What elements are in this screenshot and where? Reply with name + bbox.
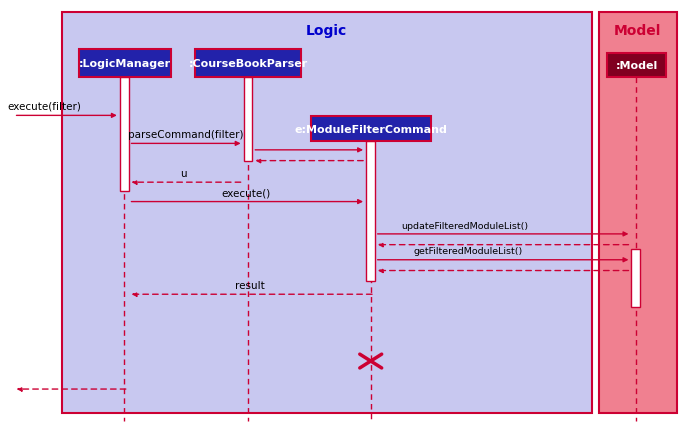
Text: result: result — [235, 280, 265, 290]
Text: :CourseBookParser: :CourseBookParser — [188, 58, 308, 68]
Text: :LogicManager: :LogicManager — [79, 58, 171, 68]
Bar — [598, 13, 677, 413]
Bar — [195, 49, 301, 77]
Text: updateFilteredModuleList(): updateFilteredModuleList() — [402, 221, 529, 230]
Bar — [120, 77, 129, 191]
Text: u: u — [180, 169, 187, 178]
Text: parseCommand(filter): parseCommand(filter) — [129, 130, 244, 140]
Bar — [607, 54, 666, 77]
Bar — [366, 142, 375, 282]
Text: Logic: Logic — [306, 24, 347, 37]
Bar — [631, 249, 640, 307]
Text: e:ModuleFilterCommand: e:ModuleFilterCommand — [295, 124, 447, 135]
Bar — [311, 117, 431, 142]
Bar — [62, 13, 592, 413]
Bar — [244, 77, 252, 161]
Text: execute(filter): execute(filter) — [8, 101, 81, 111]
Text: execute(): execute() — [222, 188, 271, 198]
Text: :Model: :Model — [616, 61, 657, 71]
Text: Model: Model — [614, 24, 661, 37]
Bar — [79, 49, 171, 77]
Text: getFilteredModuleList(): getFilteredModuleList() — [414, 247, 523, 256]
